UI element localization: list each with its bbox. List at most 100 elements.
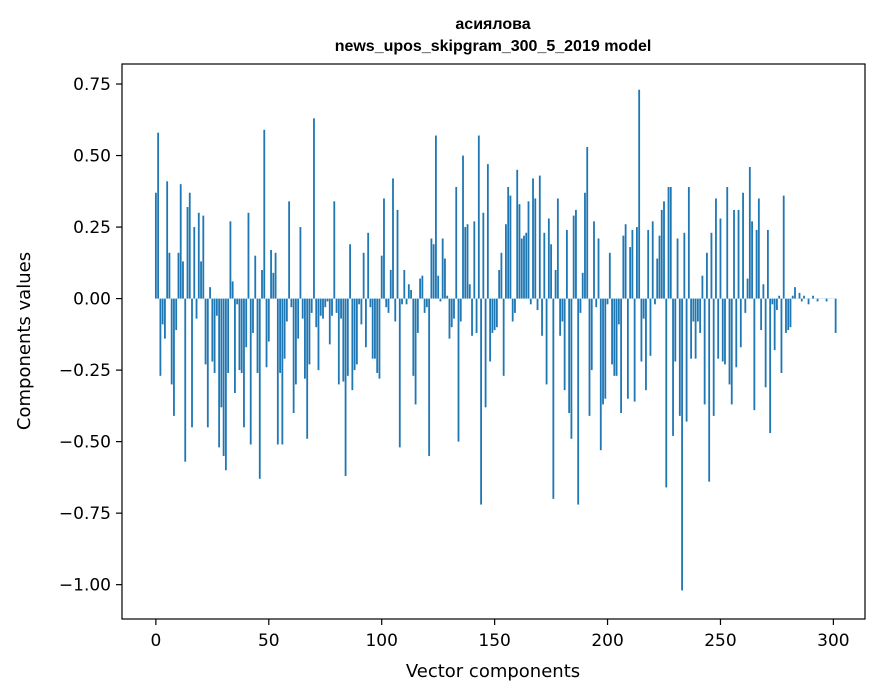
bar bbox=[274, 252, 277, 299]
x-axis: 0 50 100 150 200 250 300 bbox=[150, 619, 850, 651]
bar bbox=[751, 221, 753, 299]
bar bbox=[620, 298, 622, 414]
bar bbox=[202, 215, 205, 299]
bar bbox=[234, 298, 236, 393]
bar bbox=[421, 275, 424, 299]
bar bbox=[588, 298, 591, 416]
bar bbox=[389, 269, 392, 299]
bar bbox=[484, 298, 487, 408]
bar bbox=[611, 298, 613, 365]
bar bbox=[514, 298, 516, 313]
bar bbox=[593, 221, 595, 299]
bar bbox=[676, 238, 679, 299]
bar bbox=[744, 298, 747, 313]
bar bbox=[755, 229, 758, 299]
bar bbox=[285, 298, 288, 322]
bar bbox=[812, 295, 814, 299]
bar bbox=[457, 298, 460, 442]
bar bbox=[220, 298, 223, 408]
bar bbox=[410, 290, 412, 299]
bar bbox=[769, 298, 772, 434]
bar bbox=[493, 298, 496, 331]
bar bbox=[678, 298, 681, 416]
bar bbox=[403, 269, 406, 299]
bar bbox=[683, 232, 686, 299]
bar bbox=[599, 298, 602, 451]
bar bbox=[475, 298, 478, 333]
bar bbox=[717, 298, 720, 359]
bar bbox=[245, 298, 248, 348]
bar bbox=[507, 187, 510, 299]
bar bbox=[446, 295, 449, 299]
bar bbox=[184, 298, 187, 462]
bar bbox=[186, 207, 189, 299]
bar bbox=[294, 298, 297, 385]
bar bbox=[701, 275, 704, 299]
bar bbox=[647, 229, 650, 299]
bar bbox=[631, 229, 634, 299]
bar bbox=[468, 284, 471, 299]
bar bbox=[617, 298, 620, 325]
bar bbox=[310, 298, 313, 313]
bar bbox=[315, 298, 318, 328]
bar bbox=[547, 218, 550, 299]
bar bbox=[435, 135, 437, 299]
bar bbox=[224, 298, 227, 471]
y-axis-label: Components values bbox=[14, 252, 35, 430]
plot-frame bbox=[121, 63, 866, 620]
bar bbox=[760, 298, 763, 331]
chart-title: асиялова bbox=[455, 16, 530, 33]
bar bbox=[213, 298, 216, 373]
bar bbox=[667, 187, 670, 299]
bar bbox=[690, 298, 693, 359]
bar bbox=[419, 278, 422, 299]
bar bbox=[265, 298, 268, 368]
bar bbox=[407, 284, 410, 299]
bar bbox=[263, 129, 266, 299]
bar bbox=[699, 298, 702, 333]
bar bbox=[728, 298, 731, 385]
bar bbox=[319, 298, 322, 316]
bar bbox=[247, 212, 250, 299]
bar bbox=[380, 255, 383, 299]
bar bbox=[523, 235, 525, 299]
bar bbox=[306, 298, 309, 439]
x-axis-label: Vector components bbox=[406, 661, 580, 682]
bar bbox=[554, 269, 557, 299]
bar bbox=[536, 298, 539, 311]
bar bbox=[726, 187, 729, 299]
bar bbox=[441, 238, 444, 299]
bar bbox=[328, 298, 331, 345]
bar bbox=[597, 238, 600, 299]
y-tick-label: 0.75 bbox=[73, 75, 111, 95]
bar bbox=[545, 298, 548, 385]
bar bbox=[561, 298, 564, 322]
bar bbox=[236, 298, 239, 305]
bar bbox=[290, 298, 293, 308]
bar bbox=[787, 298, 790, 331]
bar bbox=[577, 298, 580, 505]
bar bbox=[502, 298, 505, 376]
bar bbox=[267, 298, 270, 342]
bar bbox=[800, 298, 803, 302]
bar bbox=[762, 284, 765, 299]
bar bbox=[166, 181, 169, 299]
bar bbox=[392, 178, 394, 299]
bar bbox=[297, 298, 300, 339]
bar bbox=[584, 192, 586, 299]
bar bbox=[527, 201, 530, 299]
bar bbox=[222, 298, 225, 456]
bar bbox=[173, 298, 175, 416]
bar bbox=[764, 298, 767, 388]
bar bbox=[771, 298, 774, 305]
bar bbox=[651, 221, 654, 299]
bar bbox=[164, 298, 166, 339]
bar bbox=[396, 209, 399, 299]
bar bbox=[342, 298, 345, 382]
bar bbox=[785, 298, 787, 333]
y-tick-label: −0.75 bbox=[59, 504, 111, 524]
bar bbox=[448, 298, 451, 339]
bar bbox=[773, 298, 776, 351]
bar bbox=[776, 298, 778, 311]
bar bbox=[681, 298, 683, 591]
